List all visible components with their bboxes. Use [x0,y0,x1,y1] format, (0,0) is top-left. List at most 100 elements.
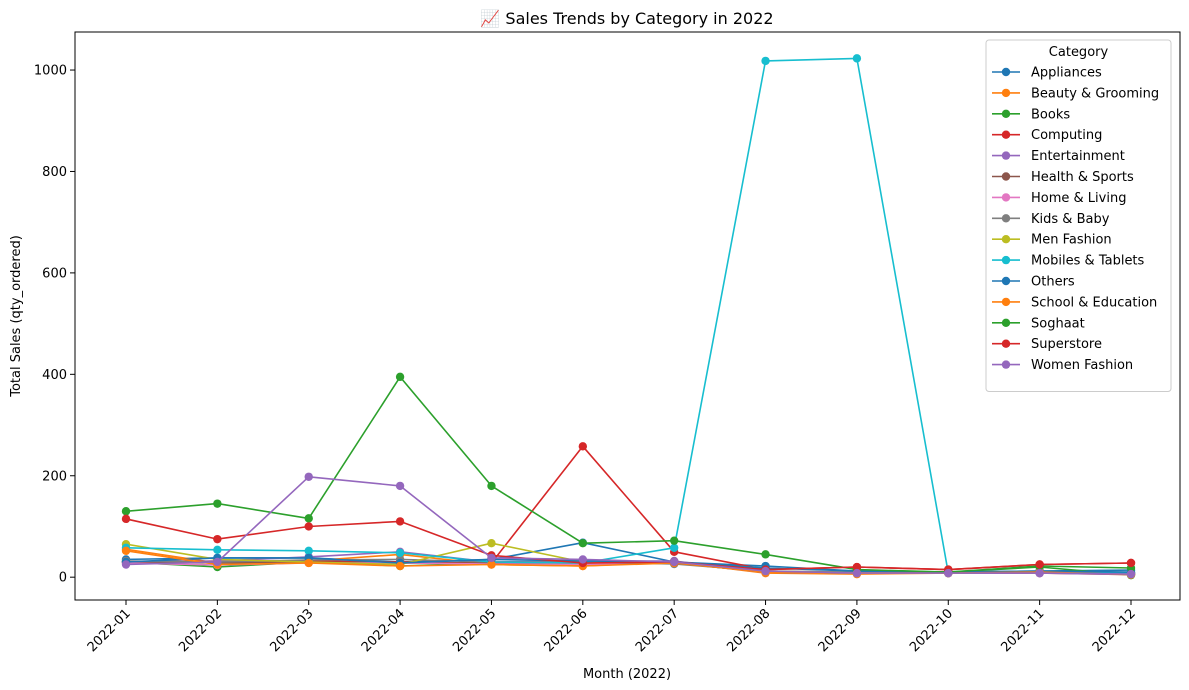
legend: Category Appliances Beauty & Grooming Books… [985,39,1172,392]
data-point [487,560,496,569]
x-tick-label: 2022-08 [724,606,773,655]
x-tick-label: 2022-07 [633,606,682,655]
x-tick-label: 2022-05 [450,606,499,655]
data-point [395,561,405,571]
legend-swatch-marker [1001,172,1011,181]
data-point [121,507,131,516]
data-point [1126,558,1136,568]
data-point [669,536,679,545]
series-line-14 [125,475,1132,575]
data-point [304,558,313,568]
data-point [761,56,770,66]
x-tick-label: 2022-06 [542,606,591,655]
data-point [304,522,313,531]
data-point [304,472,313,481]
data-point [121,514,131,524]
x-tick-label: 2022-09 [816,606,865,655]
chart-title: 📈 Sales Trends by Category in 2022 [480,9,773,28]
legend-entry-label: Women Fashion [1031,358,1133,373]
legend-swatch-marker [1001,109,1011,119]
data-point [1035,568,1044,578]
x-tick-label: 2022-01 [85,606,134,655]
data-point [944,568,953,578]
data-point [213,557,222,567]
data-point [578,555,588,564]
legend-swatch-marker [1001,130,1011,139]
data-point [669,543,679,552]
data-point [395,517,405,526]
legend-entry-label: Appliances [1031,66,1102,81]
data-point [487,481,496,491]
legend-entry-label: Entertainment [1031,149,1125,164]
series-line-12 [125,376,1132,573]
x-tick-label: 2022-12 [1090,606,1139,655]
data-point [213,499,222,508]
legend-swatch-marker [1001,193,1011,202]
data-point [121,560,131,569]
data-point [487,553,496,563]
legend-swatch-marker [1001,318,1011,327]
data-point [1035,560,1044,569]
x-tick-label: 2022-02 [176,606,225,655]
legend-swatch-marker [1001,151,1011,160]
plot-area [74,31,1181,601]
axes-frame [74,31,1181,601]
data-point [1126,569,1136,579]
y-tick-label: 0 [59,571,67,586]
data-point [761,550,770,559]
data-point [304,514,313,523]
legend-swatch-marker [1001,297,1011,307]
y-tick-label: 800 [42,165,67,180]
data-point [121,546,131,556]
data-point [395,481,405,491]
series-line-9 [125,57,1132,574]
y-tick-label: 400 [42,368,67,383]
legend-swatch-marker [1001,255,1011,265]
legend-box [985,39,1172,392]
data-point [395,372,405,382]
y-tick-label: 600 [42,266,67,281]
legend-entry-label: Beauty & Grooming [1031,86,1159,101]
legend-swatch-marker [1001,88,1011,98]
x-tick-label: 2022-11 [998,606,1047,655]
data-point [213,534,222,544]
y-axis-label: Total Sales (qty_ordered) [9,235,24,398]
x-tick-label: 2022-10 [907,606,956,655]
data-point [852,568,862,578]
legend-entry-label: Others [1031,275,1075,290]
legend-entry-label: Superstore [1031,337,1102,352]
data-point [761,566,770,576]
data-point [213,545,222,554]
data-point [852,54,862,63]
legend-swatch-marker [1001,339,1011,348]
data-point [578,442,588,451]
legend-entry-label: School & Education [1031,295,1157,310]
legend-entry-label: Computing [1031,128,1102,143]
legend-entry-label: Mobiles & Tablets [1031,254,1145,269]
legend-entry-label: Kids & Baby [1031,212,1110,227]
legend-entry-label: Health & Sports [1031,170,1134,185]
legend-swatch-marker [1001,276,1011,286]
legend-swatch-marker [1001,360,1011,369]
legend-entry-label: Home & Living [1031,191,1126,206]
series-line-13 [125,518,1132,571]
data-point [395,548,405,558]
x-tick-label: 2022-03 [268,606,317,655]
data-point [487,539,496,548]
y-tick-label: 1000 [34,64,67,79]
y-tick-label: 200 [42,469,67,484]
legend-swatch-marker [1001,235,1011,244]
legend-swatch-marker [1001,214,1011,223]
data-point [304,546,313,556]
legend-entry-label: Soghaat [1031,316,1085,331]
legend-title: Category [1049,45,1109,60]
x-tick-label: 2022-04 [359,606,408,655]
legend-swatch-marker [1001,67,1011,77]
data-point [578,539,588,548]
x-axis-label: Month (2022) [583,667,671,682]
x-axis-ticks: 2022-01 2022-02 2022-03 2022-04 2022-05 2022-… [85,600,1139,655]
data-point [669,557,679,567]
y-axis-ticks: 0 200 400 600 800 1000 [34,64,75,586]
